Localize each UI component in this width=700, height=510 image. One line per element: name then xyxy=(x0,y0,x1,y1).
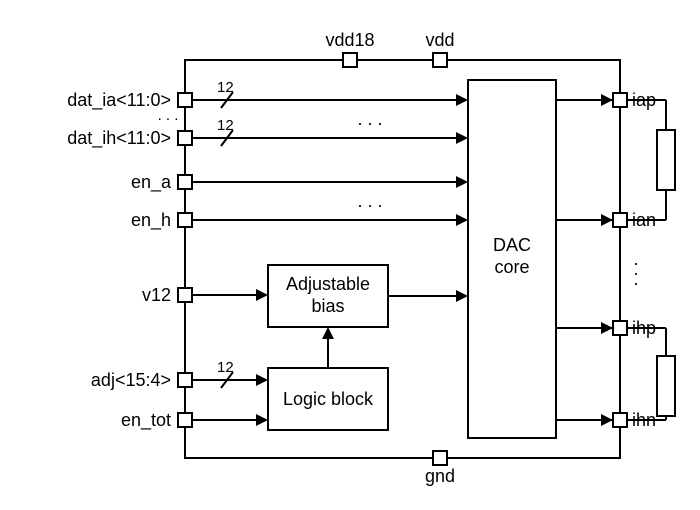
dat_ih-label: dat_ih<11:0> xyxy=(67,128,171,149)
dac-block-diagram: DACcore Adjustablebias Logic block vdd18 vdd… xyxy=(10,10,690,500)
vdd-label: vdd xyxy=(425,30,454,50)
svg-text:bias: bias xyxy=(311,296,344,316)
svg-text:. . .: . . . xyxy=(631,261,651,286)
en_tot-label: en_tot xyxy=(121,410,171,431)
dac-core-label: DAC xyxy=(493,235,531,255)
dat_ia-label: dat_ia<11:0> xyxy=(67,90,171,111)
svg-text:12: 12 xyxy=(217,117,234,134)
svg-text:. . .: . . . xyxy=(357,191,382,211)
svg-text:. . .: . . . xyxy=(158,107,179,124)
svg-text:Logic block: Logic block xyxy=(283,389,374,409)
vdd18-label: vdd18 xyxy=(325,30,374,50)
en_h-label: en_h xyxy=(131,210,171,231)
v12-label: v12 xyxy=(142,285,171,305)
en_a-label: en_a xyxy=(131,172,172,193)
adj-label: adj<15:4> xyxy=(91,370,171,390)
svg-text:. . .: . . . xyxy=(357,109,382,129)
svg-text:12: 12 xyxy=(217,79,234,96)
svg-text:Adjustable: Adjustable xyxy=(286,274,370,294)
gnd-label: gnd xyxy=(425,466,455,486)
svg-text:core: core xyxy=(494,257,529,277)
svg-text:12: 12 xyxy=(217,359,234,376)
